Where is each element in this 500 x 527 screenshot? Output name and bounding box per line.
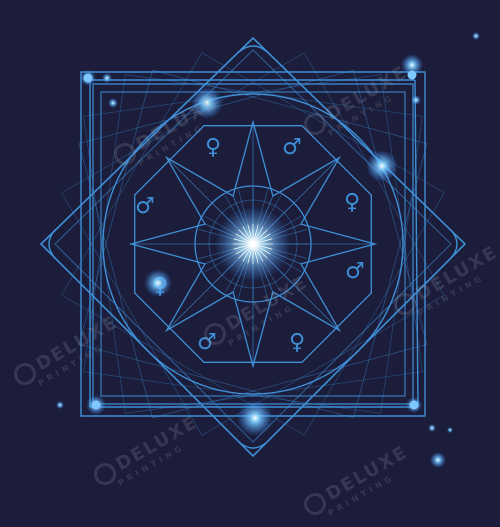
- glow-star: [447, 427, 453, 433]
- corner-dot: [407, 70, 417, 80]
- frame-square: [100, 91, 406, 397]
- male-symbol-icon: ♂: [345, 259, 365, 284]
- female-symbol-icon: ♀: [344, 190, 360, 215]
- glow-star: [401, 54, 423, 76]
- female-symbol-icon: ♀: [205, 135, 221, 160]
- geometry-canvas: ♀♂♀♂♂♀♂♀: [39, 32, 480, 468]
- glow-star: [472, 32, 480, 40]
- corner-dot: [91, 400, 101, 410]
- diamond-corner-arc: [48, 229, 56, 259]
- glow-star: [237, 400, 273, 436]
- diamond-corner-arc: [238, 45, 268, 53]
- female-symbol-icon: ♀: [289, 330, 305, 355]
- glow-star: [411, 95, 421, 105]
- glow-star: [430, 452, 446, 468]
- glow-star: [366, 150, 398, 182]
- male-symbol-icon: ♂: [282, 135, 302, 160]
- corner-dot: [83, 73, 93, 83]
- diamond-corner-arc: [450, 229, 458, 259]
- glow-star: [56, 401, 64, 409]
- main-circle: [102, 93, 404, 395]
- male-symbol-icon: ♂: [197, 330, 217, 355]
- glow-star: [144, 269, 172, 297]
- glow-star: [428, 424, 436, 432]
- glow-star: [108, 98, 118, 108]
- glow-stars: [56, 32, 480, 468]
- frame-line: [414, 79, 419, 408]
- sparkle-ray: [233, 238, 273, 250]
- geometry-lines: [39, 36, 467, 458]
- frame-square: [80, 71, 426, 417]
- center-sparkle-icon: [233, 224, 273, 264]
- glow-star: [191, 87, 223, 119]
- sacred-geometry-artwork: ♀♂♀♂♂♀♂♀ DELUXE PRINTING DELUXE PRINTING…: [10, 32, 500, 520]
- male-symbol-icon: ♂: [135, 194, 155, 219]
- faint-rotated-square: [61, 52, 445, 436]
- octagon: [134, 125, 372, 363]
- diamond-corner-arc: [238, 441, 268, 449]
- glow-star: [102, 73, 112, 83]
- inner-circle: [194, 185, 312, 303]
- corner-dot: [409, 400, 419, 410]
